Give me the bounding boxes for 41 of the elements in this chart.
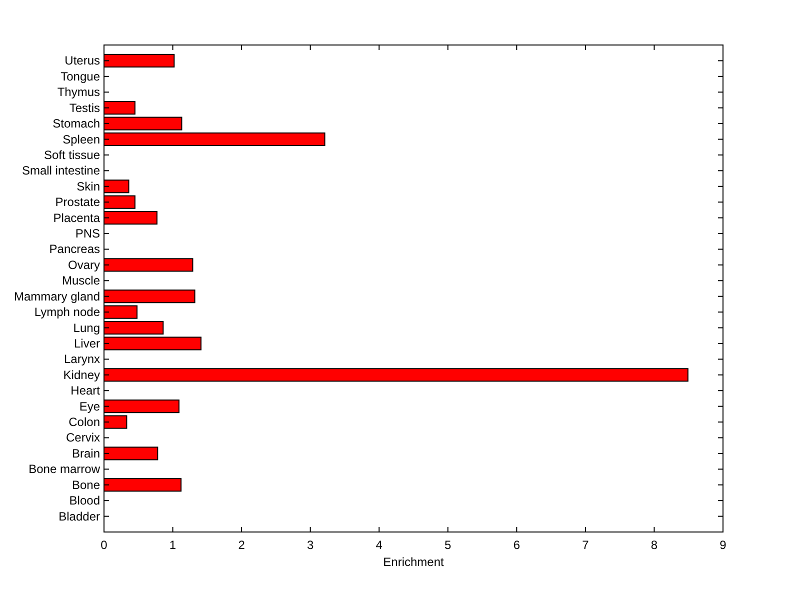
- y-tick-label: Tongue: [60, 69, 100, 84]
- x-tick-label: 8: [650, 538, 658, 552]
- y-tick-label: Bone marrow: [28, 462, 100, 476]
- y-tick-label: Ovary: [68, 258, 100, 272]
- y-tick-label: Stomach: [52, 116, 100, 131]
- y-tick-label: Bone: [72, 478, 100, 492]
- y-tick-label: Pancreas: [49, 242, 100, 256]
- y-tick-label: Testis: [69, 100, 100, 115]
- y-tick-label: Lymph node: [34, 305, 100, 320]
- y-tick-label: Uterus: [64, 54, 100, 68]
- y-tick-label: Cervix: [66, 430, 100, 445]
- y-tick-label: Liver: [74, 336, 100, 350]
- x-tick-label: 0: [100, 538, 108, 552]
- y-tick-label: Colon: [68, 415, 100, 430]
- y-tick-label: Spleen: [62, 132, 100, 146]
- y-tick-label: Blood: [69, 494, 100, 508]
- y-tick-label: PNS: [75, 226, 100, 241]
- y-tick-label: Skin: [76, 179, 100, 194]
- y-tick-label: Heart: [70, 384, 101, 398]
- x-tick-label: 9: [720, 538, 727, 552]
- y-tick-label: Prostate: [55, 195, 100, 210]
- x-tick-label: 2: [238, 538, 246, 552]
- x-tick-label: 7: [582, 538, 590, 552]
- y-tick-label: Small intestine: [22, 164, 100, 178]
- y-tick-label: Eye: [79, 399, 100, 414]
- x-axis-title: Enrichment: [383, 555, 445, 569]
- y-tick-label: Lung: [73, 320, 100, 335]
- y-tick-label: Placenta: [53, 210, 100, 225]
- x-tick-label: 4: [376, 538, 383, 552]
- y-tick-label: Kidney: [63, 368, 100, 382]
- y-tick-label: Mammary gland: [14, 289, 100, 304]
- y-tick-label: Soft tissue: [44, 148, 100, 162]
- y-tick-label: Thymus: [57, 85, 100, 100]
- y-tick-label: Brain: [72, 446, 100, 460]
- x-tick-label: 1: [169, 538, 176, 552]
- x-tick-label: 5: [444, 538, 452, 552]
- y-tick-label: Muscle: [62, 274, 100, 288]
- y-tick-label: Bladder: [58, 509, 100, 524]
- x-tick-label: 6: [513, 538, 520, 552]
- x-tick-label: 3: [306, 538, 314, 552]
- y-tick-label: Larynx: [64, 352, 100, 366]
